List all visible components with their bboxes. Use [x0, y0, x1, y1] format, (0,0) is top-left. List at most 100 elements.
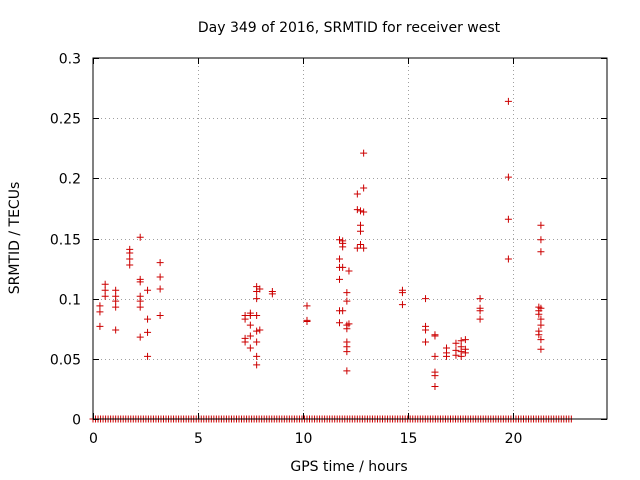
data-point: [246, 312, 254, 320]
data-point: [443, 352, 451, 360]
data-point: [136, 333, 144, 341]
data-point: [537, 248, 545, 256]
data-point: [457, 337, 465, 345]
y-tick-label: 0.15: [50, 233, 81, 249]
data-point: [112, 297, 120, 305]
data-point: [336, 275, 344, 283]
data-point: [112, 303, 120, 311]
data-point: [422, 295, 430, 303]
data-point: [461, 336, 469, 344]
data-point: [144, 352, 152, 360]
data-point: [241, 315, 249, 323]
x-tick-label: 15: [400, 431, 418, 447]
data-point: [241, 338, 249, 346]
data-point: [136, 303, 144, 311]
data-point: [136, 278, 144, 286]
data-point: [303, 302, 311, 310]
data-point: [353, 190, 361, 198]
data-point: [96, 302, 104, 310]
data-point: [476, 315, 484, 323]
data-point: [356, 227, 364, 235]
data-point: [504, 255, 512, 263]
y-tick-label: 0.3: [59, 52, 81, 68]
data-point: [336, 255, 344, 263]
data-point: [476, 307, 484, 315]
data-point: [101, 280, 109, 288]
data-point: [136, 233, 144, 241]
data-point: [535, 331, 543, 339]
data-point: [253, 361, 261, 369]
data-point: [253, 295, 261, 303]
data-point: [256, 285, 264, 293]
data-point: [360, 184, 368, 192]
data-point: [343, 367, 351, 375]
data-point: [253, 312, 261, 320]
x-tick-label: 10: [295, 431, 313, 447]
y-axis-ticks: 0 0.05 0.1 0.15 0.2 0.25 0.3: [50, 52, 607, 429]
data-point: [156, 312, 164, 320]
data-point: [144, 315, 152, 323]
y-tick-label: 0.05: [50, 353, 81, 369]
y-tick-label: 0.25: [50, 112, 81, 128]
data-point: [360, 149, 368, 157]
plot-frame: [92, 57, 608, 420]
data-point: [504, 173, 512, 181]
data-point: [431, 332, 439, 340]
data-point: [253, 352, 261, 360]
data-point: [356, 207, 364, 215]
data-point: [268, 290, 276, 298]
data-point: [144, 286, 152, 294]
data-point: [356, 241, 364, 249]
data-point: [452, 339, 460, 347]
data-point: [360, 244, 368, 252]
data-point: [126, 249, 134, 257]
x-tick-label: 0: [89, 431, 98, 447]
data-point: [537, 321, 545, 329]
data-point: [112, 286, 120, 294]
data-points: [96, 97, 545, 391]
data-point: [246, 321, 254, 329]
data-point: [126, 261, 134, 269]
data-point: [96, 322, 104, 330]
x-tick-label: 5: [194, 431, 203, 447]
data-point: [535, 310, 543, 318]
x-axis-ticks: 0 5 10 15 20: [89, 58, 522, 447]
data-point: [336, 319, 344, 327]
y-tick-label: 0: [72, 413, 81, 429]
data-point: [422, 338, 430, 346]
data-point: [504, 97, 512, 105]
data-point: [356, 221, 364, 229]
x-tick-label: 20: [505, 431, 523, 447]
data-point: [431, 352, 439, 360]
data-point: [398, 289, 406, 297]
data-point: [112, 326, 120, 334]
data-point: [398, 301, 406, 309]
data-point: [345, 267, 353, 275]
x-axis-title: GPS time / hours: [290, 459, 407, 475]
grid-lines: [93, 58, 607, 419]
data-point: [126, 255, 134, 263]
data-point: [339, 307, 347, 315]
data-point: [253, 338, 261, 346]
data-point: [537, 304, 545, 312]
data-point: [537, 345, 545, 353]
data-point: [303, 318, 311, 326]
data-point: [156, 259, 164, 267]
data-point: [343, 297, 351, 305]
y-tick-label: 0.2: [59, 172, 81, 188]
data-point: [360, 208, 368, 216]
data-point: [246, 344, 254, 352]
data-point: [256, 326, 264, 334]
data-point: [144, 328, 152, 336]
data-point: [353, 206, 361, 214]
data-point: [253, 327, 261, 335]
data-point: [537, 236, 545, 244]
data-point: [461, 349, 469, 357]
data-point: [457, 352, 465, 360]
data-point: [101, 292, 109, 300]
data-point: [476, 295, 484, 303]
data-point: [431, 372, 439, 380]
data-point: [422, 326, 430, 334]
data-point: [537, 336, 545, 344]
data-point: [96, 308, 104, 316]
